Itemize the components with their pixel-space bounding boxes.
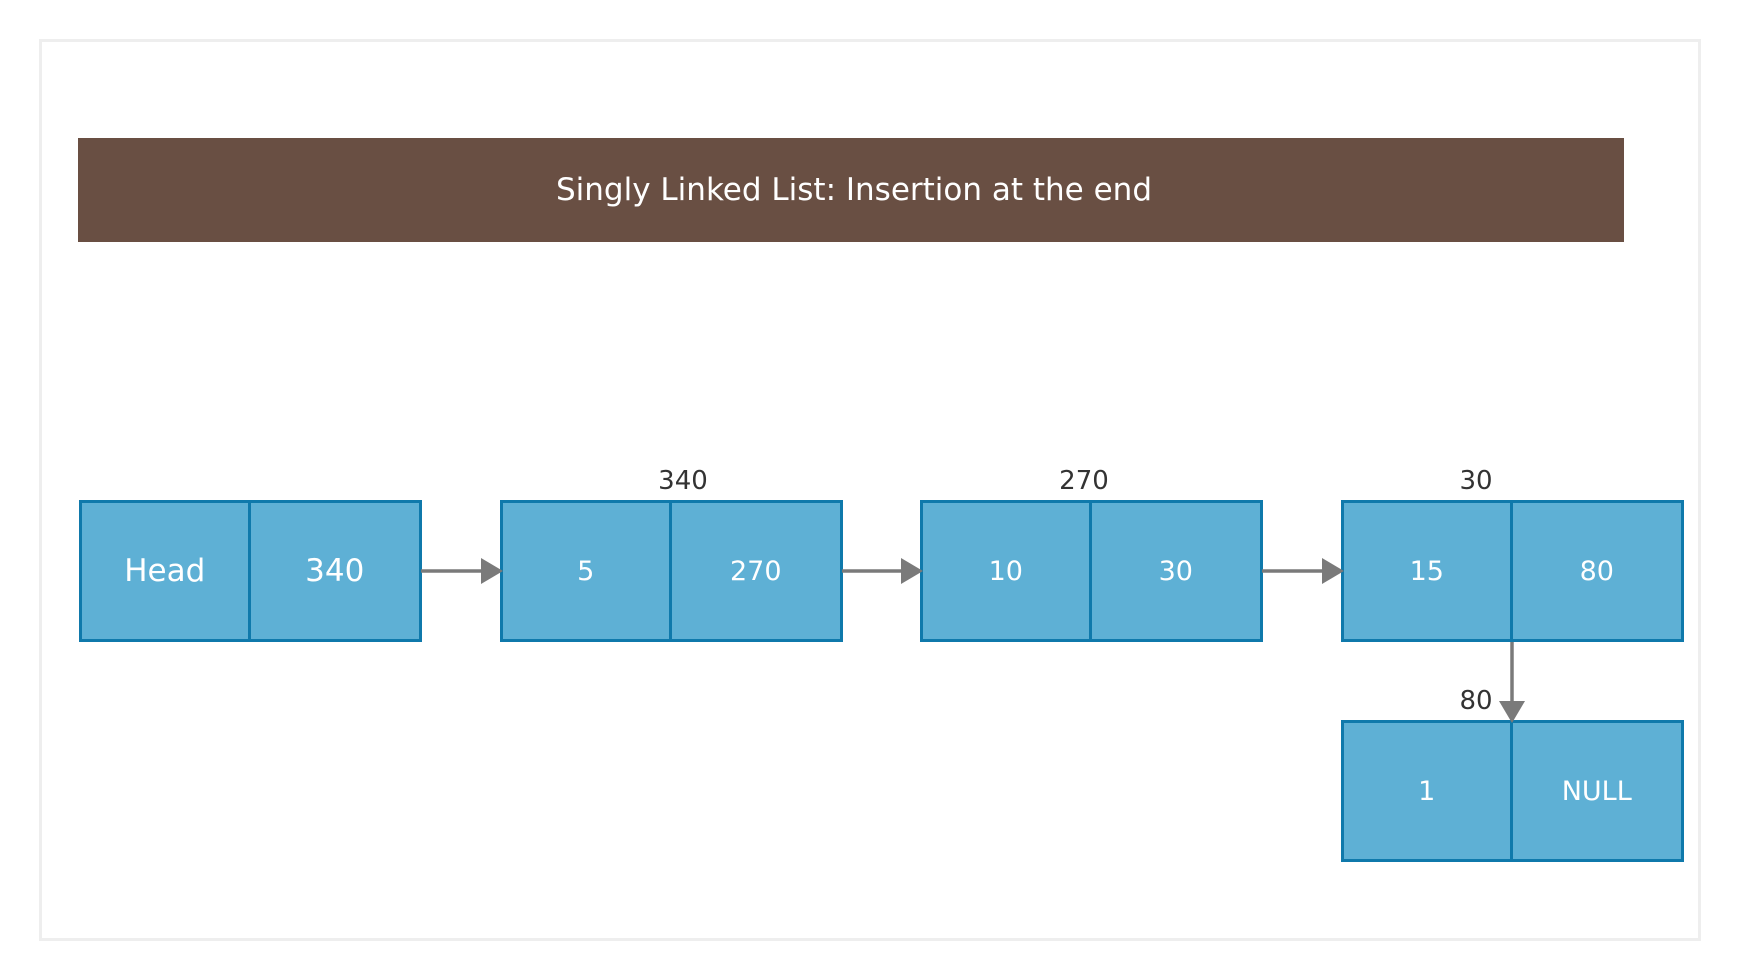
node-3-next-cell: 80 bbox=[1509, 500, 1684, 642]
node-4-data-cell: 1 bbox=[1341, 720, 1513, 862]
head-pointer-cell: 340 bbox=[247, 500, 422, 642]
node-2: 10 30 bbox=[920, 500, 1263, 642]
head-label-cell: Head bbox=[79, 500, 251, 642]
node-1: 5 270 bbox=[500, 500, 843, 642]
node-1-data-cell: 5 bbox=[500, 500, 672, 642]
node-2-data-cell: 10 bbox=[920, 500, 1092, 642]
node-3: 15 80 bbox=[1341, 500, 1684, 642]
title-banner: Singly Linked List: Insertion at the end bbox=[78, 138, 1624, 242]
node-3-address: 30 bbox=[1459, 466, 1493, 496]
node-4-next-cell: NULL bbox=[1509, 720, 1684, 862]
head-node: Head 340 bbox=[79, 500, 422, 642]
node-4: 1 NULL bbox=[1341, 720, 1684, 862]
node-2-address: 270 bbox=[1059, 466, 1109, 496]
diagram-title: Singly Linked List: Insertion at the end bbox=[555, 172, 1153, 208]
node-1-address: 340 bbox=[658, 466, 708, 496]
node-2-next-cell: 30 bbox=[1088, 500, 1263, 642]
node-4-address: 80 bbox=[1459, 686, 1493, 716]
node-3-data-cell: 15 bbox=[1341, 500, 1513, 642]
node-1-next-cell: 270 bbox=[668, 500, 843, 642]
